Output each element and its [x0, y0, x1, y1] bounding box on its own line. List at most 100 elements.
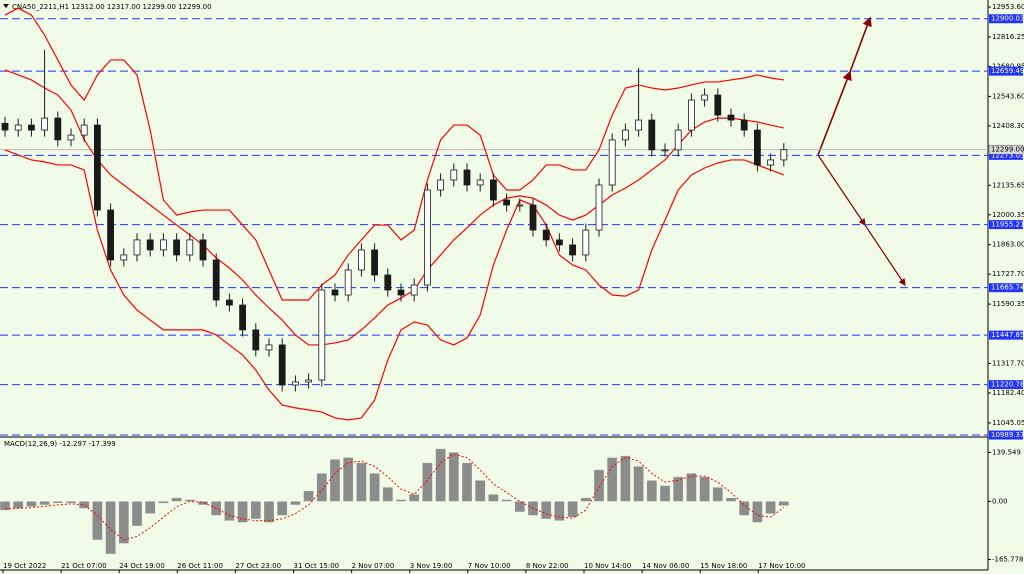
candle-body	[423, 189, 431, 286]
macd-bar	[712, 487, 724, 502]
candle-body	[291, 381, 299, 386]
candle-body	[199, 239, 207, 261]
y-tick-label: 12543.60	[992, 92, 1024, 100]
macd-bar	[92, 501, 103, 541]
level-label-box	[989, 430, 1023, 440]
macd-bar	[382, 487, 394, 502]
macd-bar	[474, 480, 486, 502]
candle-body	[556, 239, 563, 246]
candle-body	[252, 329, 260, 351]
level-label-box	[989, 14, 1023, 24]
candle-body	[384, 274, 392, 291]
candle-body	[767, 159, 774, 166]
candle-body	[740, 119, 748, 131]
macd-bar	[554, 501, 565, 521]
x-tick-label: 8 Nov 22:00	[526, 562, 569, 570]
candle-body	[503, 199, 511, 206]
macd-bar	[342, 457, 354, 502]
level-label-box	[989, 150, 1023, 160]
candle-body	[516, 204, 524, 207]
y-tick-label: 12408.30	[992, 122, 1024, 130]
macd-bar	[540, 501, 552, 520]
candle-body	[780, 149, 788, 161]
candle-body	[67, 134, 75, 141]
candle-body	[450, 169, 458, 181]
candle-body	[595, 184, 603, 231]
x-tick-label: 2 Nov 07:00	[352, 562, 395, 570]
macd-bar	[144, 501, 156, 514]
candle-body	[41, 117, 48, 131]
y-tick-label: 11727.70	[992, 270, 1024, 278]
macd-bar	[422, 462, 433, 502]
level-label-box	[989, 380, 1023, 390]
macd-bar	[461, 462, 473, 502]
chart-header: CNA50_2211,H1 12312.00 12317.00 12299.00…	[12, 3, 212, 11]
candle-body	[622, 129, 629, 141]
level-label-box	[989, 330, 1023, 340]
macd-bar	[408, 494, 420, 502]
forecast-arrow-up	[817, 16, 872, 156]
bollinger-middle	[4, 69, 784, 346]
current-price-label: 12299.00	[991, 146, 1024, 154]
macd-bar	[171, 497, 182, 502]
x-tick-label: 10 Nov 14:00	[584, 562, 631, 570]
level-label: 12273.03	[991, 151, 1024, 159]
candle-body	[357, 249, 365, 271]
macd-bar	[131, 501, 143, 527]
macd-bar	[197, 501, 209, 506]
x-tick-label: 21 Oct 07:00	[61, 562, 107, 570]
candle-body	[1, 122, 9, 131]
candle-body	[608, 139, 616, 186]
macd-bar	[567, 501, 578, 518]
candle-body	[225, 299, 233, 306]
macd-bar	[686, 473, 697, 502]
macd-bar	[78, 501, 90, 509]
candle-body	[674, 129, 682, 151]
candle-body	[529, 204, 537, 231]
candle-body	[397, 289, 405, 296]
macd-bar	[752, 501, 763, 523]
y-tick-label: 12816.25	[992, 33, 1024, 41]
x-tick-label: 26 Oct 11:00	[177, 562, 223, 570]
candle-body	[94, 124, 101, 211]
macd-bar	[26, 501, 37, 507]
candle-body	[648, 119, 656, 151]
current-price-box	[988, 144, 1024, 155]
macd-bar	[699, 476, 710, 502]
candle-body	[120, 254, 128, 261]
candle-body	[371, 249, 379, 276]
y-tick-label: 11045.05	[992, 419, 1024, 427]
macd-bar	[105, 501, 116, 555]
candle-body	[54, 117, 62, 141]
x-tick-label: 17 Nov 10:00	[758, 562, 805, 570]
macd-bar	[276, 501, 288, 516]
candle-body	[701, 94, 708, 101]
x-tick-label: 14 Nov 06:00	[642, 562, 689, 570]
macd-bar	[12, 501, 24, 509]
macd-bar	[725, 497, 737, 502]
candle-body	[159, 239, 167, 251]
candle-body	[410, 284, 418, 296]
macd-bar	[580, 497, 592, 502]
macd-bar	[118, 501, 130, 544]
y-tick-label: 12135.65	[992, 181, 1024, 189]
candle-body	[212, 259, 220, 301]
y-tick-label: 12953.60	[992, 3, 1024, 11]
macd-bar	[39, 501, 50, 506]
candle-body	[239, 304, 247, 331]
candle-body	[27, 124, 35, 131]
macd-bar	[263, 501, 275, 523]
level-label: 12900.03	[991, 15, 1024, 23]
macd-bar	[672, 476, 684, 502]
macd-bar	[778, 501, 790, 506]
macd-bar	[514, 501, 526, 513]
level-label-box	[989, 220, 1023, 230]
candle-body	[80, 124, 88, 136]
y-tick-label: 11317.70	[992, 360, 1024, 368]
macd-bar	[290, 501, 301, 506]
y-tick-label: 11182.40	[992, 389, 1024, 397]
candle-body	[14, 124, 22, 131]
menu-triangle	[3, 4, 9, 8]
